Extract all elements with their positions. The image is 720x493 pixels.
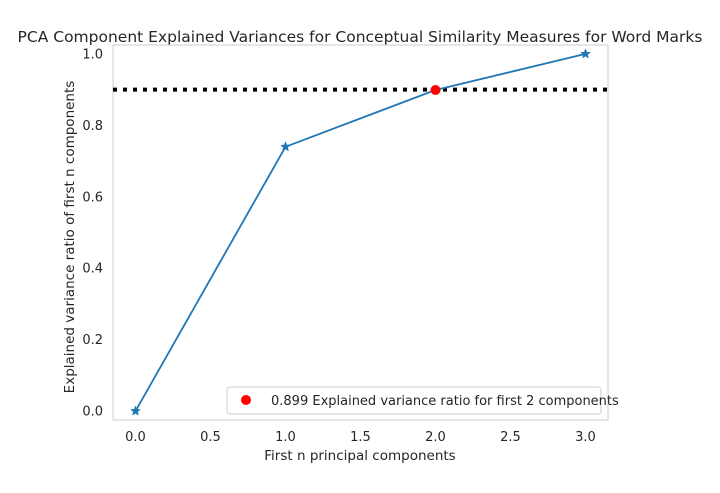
legend-marker — [241, 395, 251, 405]
data-point-marker — [580, 48, 591, 59]
x-tick-label: 2.0 — [425, 430, 446, 445]
y-tick-label: 1.0 — [82, 47, 103, 62]
y-tick-label: 0.2 — [82, 333, 103, 348]
y-tick-label: 0.8 — [82, 119, 103, 134]
chart-title: PCA Component Explained Variances for Co… — [18, 28, 703, 46]
plot-area — [112, 44, 609, 421]
x-tick-label: 0.0 — [125, 430, 146, 445]
y-tick-label: 0.4 — [82, 262, 103, 277]
legend-box — [226, 386, 602, 415]
y-tick-label: 0.0 — [82, 405, 103, 420]
x-tick-label: 2.5 — [500, 430, 521, 445]
x-tick-label: 0.5 — [200, 430, 221, 445]
y-axis-ticks: 0.0 0.2 0.4 0.6 0.8 1.0 — [82, 47, 103, 419]
y-axis-label: Explained variance ratio of first n comp… — [62, 81, 78, 394]
x-axis-ticks: 0.0 0.5 1.0 1.5 2.0 2.5 3.0 — [125, 430, 596, 445]
x-tick-label: 1.0 — [275, 430, 296, 445]
x-tick-label: 3.0 — [575, 430, 596, 445]
highlight-point — [430, 85, 441, 95]
x-tick-label: 1.5 — [350, 430, 371, 445]
y-tick-label: 0.6 — [82, 190, 103, 205]
legend: 0.899 Explained variance ratio for first… — [226, 386, 619, 415]
series-line — [134, 53, 586, 412]
legend-entry-label: 0.899 Explained variance ratio for first… — [271, 394, 619, 409]
data-point-marker — [280, 141, 291, 152]
x-axis-label: First n principal components — [264, 448, 455, 464]
data-point-marker — [130, 405, 141, 416]
